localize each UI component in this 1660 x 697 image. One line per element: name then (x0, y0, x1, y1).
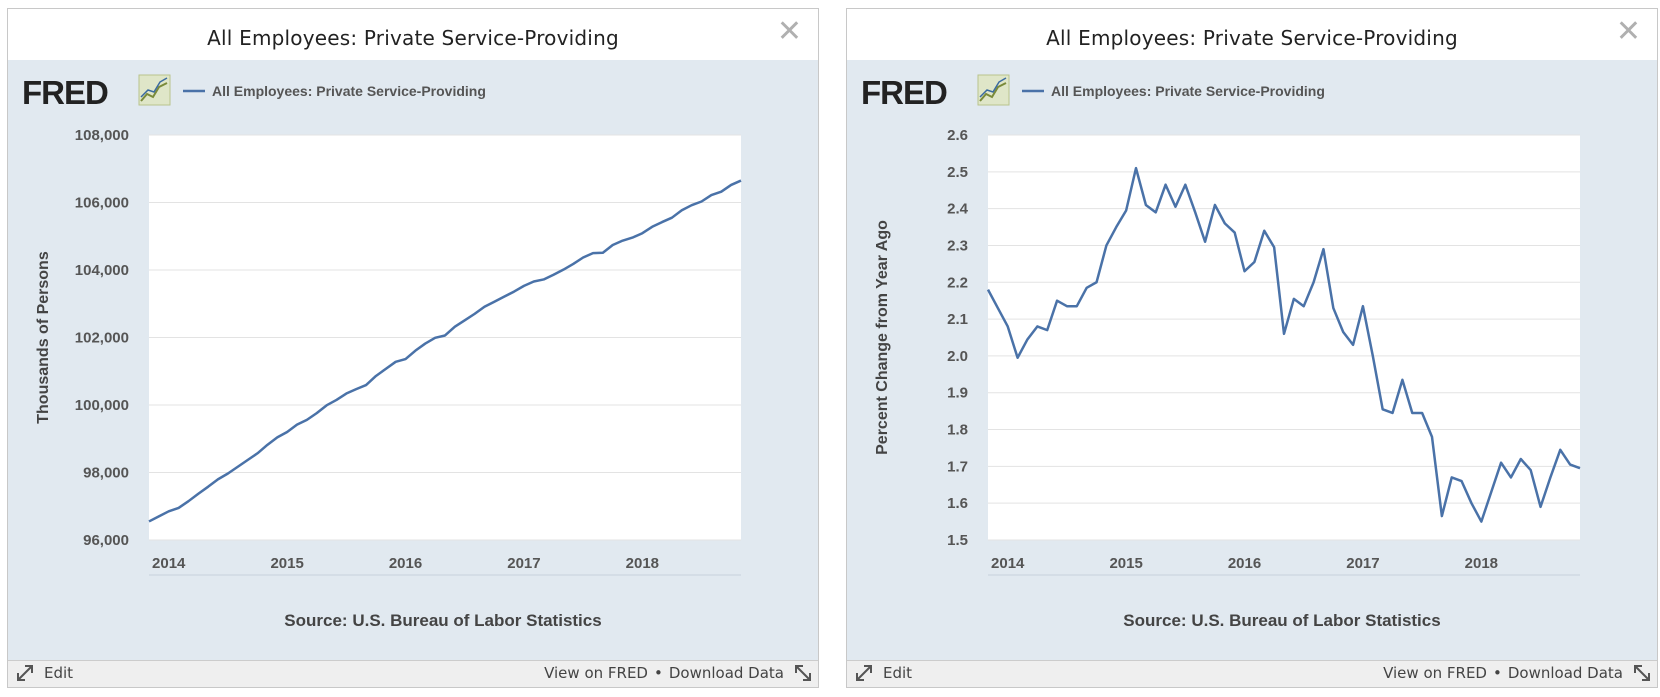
link-separator: • (653, 664, 663, 682)
panel-footer: Edit View on FRED • Download Data (847, 660, 1657, 687)
chart-panel-right: All Employees: Private Service-Providing… (846, 8, 1658, 688)
y-axis-label: Percent Change from Year Ago (874, 220, 891, 455)
source-note: Source: U.S. Bureau of Labor Statistics (284, 611, 601, 630)
line-chart: FRED All Employees: Private Service-Prov… (861, 74, 1581, 630)
panel-title: All Employees: Private Service-Providing (1046, 26, 1458, 50)
link-separator: • (1492, 664, 1502, 682)
y-tick-label: 106,000 (75, 195, 129, 212)
view-on-fred-link[interactable]: View on FRED (544, 664, 648, 682)
y-tick-label: 1.9 (947, 385, 968, 402)
y-tick-label: 2.6 (947, 127, 968, 144)
resize-icon[interactable] (1633, 664, 1651, 682)
source-note: Source: U.S. Bureau of Labor Statistics (1123, 611, 1440, 630)
series-line (986, 166, 1581, 523)
x-tick-label: 2018 (1465, 555, 1498, 572)
footer-links: View on FRED • Download Data (544, 664, 812, 682)
y-tick-label: 96,000 (83, 532, 129, 549)
x-tick-label: 2016 (389, 555, 422, 572)
panel-title: All Employees: Private Service-Providing (207, 26, 619, 50)
edit-label: Edit (883, 664, 913, 682)
footer-links: View on FRED • Download Data (1383, 664, 1651, 682)
close-icon[interactable]: ✕ (776, 14, 802, 49)
line-chart: FRED All Employees: Private Service-Prov… (22, 74, 742, 630)
y-tick-label: 2.5 (947, 164, 968, 181)
download-data-link[interactable]: Download Data (668, 664, 784, 682)
panel-titlebar: All Employees: Private Service-Providing… (847, 9, 1657, 60)
download-data-link[interactable]: Download Data (1507, 664, 1623, 682)
series-line (148, 179, 742, 523)
y-tick-label: 1.5 (947, 532, 968, 549)
x-tick-label: 2015 (1109, 555, 1142, 572)
x-tick-label: 2015 (270, 555, 303, 572)
plot-area (988, 135, 1580, 540)
close-icon[interactable]: ✕ (1615, 14, 1641, 49)
legend-label: All Employees: Private Service-Providing (212, 83, 486, 99)
x-tick-label: 2014 (991, 555, 1025, 572)
y-tick-label: 1.7 (947, 458, 968, 475)
y-tick-label: 2.4 (947, 201, 969, 218)
x-tick-label: 2016 (1228, 555, 1261, 572)
chart-panel-left: All Employees: Private Service-Providing… (7, 8, 819, 688)
fred-logo: FRED (861, 74, 1010, 111)
edit-expand-icon (17, 665, 33, 681)
y-tick-label: 100,000 (75, 397, 129, 414)
y-tick-label: 1.6 (947, 495, 968, 512)
resize-icon[interactable] (794, 664, 812, 682)
edit-label: Edit (44, 664, 74, 682)
x-tick-label: 2014 (152, 555, 186, 572)
y-tick-label: 102,000 (75, 330, 129, 347)
fred-logo: FRED (22, 74, 171, 111)
legend-label: All Employees: Private Service-Providing (1051, 83, 1325, 99)
y-tick-label: 2.0 (947, 348, 968, 365)
y-tick-label: 2.1 (947, 311, 968, 328)
y-axis-label: Thousands of Persons (35, 251, 52, 424)
x-tick-label: 2018 (626, 555, 659, 572)
fred-chart-icon (977, 74, 1010, 106)
edit-button[interactable]: Edit (16, 664, 73, 682)
fred-logo-text: FRED (22, 74, 108, 111)
x-tick-label: 2017 (507, 555, 540, 572)
panel-footer: Edit View on FRED • Download Data (8, 660, 818, 687)
fred-logo-text: FRED (861, 74, 947, 111)
y-tick-label: 2.3 (947, 237, 968, 254)
y-tick-label: 1.8 (947, 422, 968, 439)
fred-chart-icon (138, 74, 171, 106)
edit-expand-icon (856, 665, 872, 681)
y-tick-label: 2.2 (947, 274, 968, 291)
view-on-fred-link[interactable]: View on FRED (1383, 664, 1487, 682)
y-tick-label: 108,000 (75, 127, 129, 144)
y-tick-label: 98,000 (83, 465, 129, 482)
panel-titlebar: All Employees: Private Service-Providing… (8, 9, 818, 60)
y-tick-label: 104,000 (75, 262, 129, 279)
edit-button[interactable]: Edit (855, 664, 912, 682)
x-tick-label: 2017 (1346, 555, 1379, 572)
